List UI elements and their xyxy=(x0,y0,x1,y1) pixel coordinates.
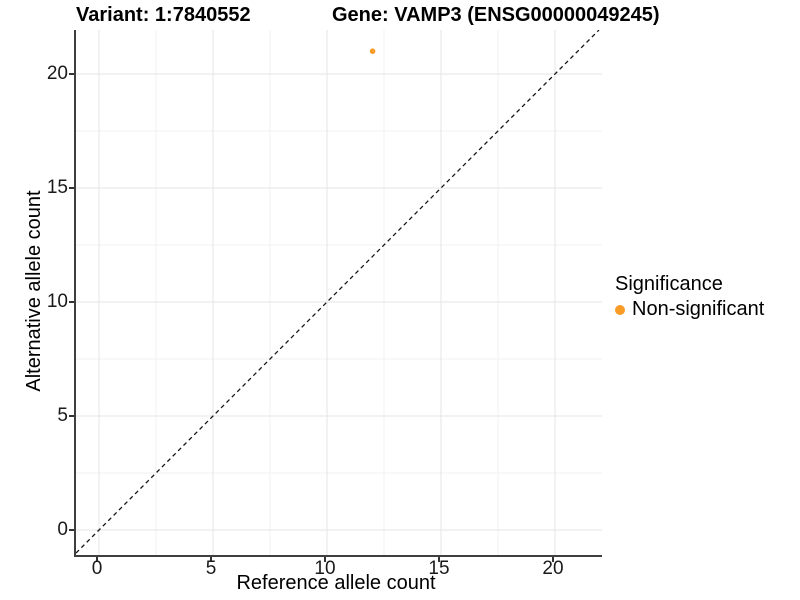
data-point xyxy=(369,48,376,54)
y-tick-mark xyxy=(69,187,74,189)
x-tick-label: 20 xyxy=(542,558,564,579)
y-tick-mark xyxy=(69,529,74,531)
x-tick-mark xyxy=(438,557,440,562)
y-tick-label: 15 xyxy=(46,177,68,198)
legend-key-dot-icon xyxy=(615,304,625,315)
x-tick-mark xyxy=(210,557,212,562)
x-axis-title: Reference allele count xyxy=(236,572,436,594)
identity-reference-line xyxy=(76,30,600,554)
x-tick-mark xyxy=(96,557,98,562)
plot-panel xyxy=(74,30,602,557)
y-tick-label: 20 xyxy=(46,63,68,84)
legend: Significance Non-significant xyxy=(615,272,764,321)
y-tick-mark xyxy=(69,73,74,75)
legend-title: Significance xyxy=(615,273,723,295)
plot-title-gene: Gene: VAMP3 (ENSG00000049245) xyxy=(332,4,660,26)
x-tick-mark xyxy=(324,557,326,562)
y-tick-label: 0 xyxy=(57,519,68,540)
legend-item-non-significant: Non-significant xyxy=(615,298,764,321)
y-tick-mark xyxy=(69,301,74,303)
legend-item-label: Non-significant xyxy=(632,298,765,320)
y-tick-label: 10 xyxy=(46,291,68,312)
plot-title-variant: Variant: 1:7840552 xyxy=(76,4,251,26)
x-tick-label: 10 xyxy=(314,558,336,579)
y-tick-label: 5 xyxy=(57,405,68,426)
x-tick-label: 15 xyxy=(428,558,450,579)
x-tick-label: 5 xyxy=(205,558,217,579)
x-tick-label: 0 xyxy=(91,558,103,579)
y-tick-mark xyxy=(69,415,74,417)
x-tick-mark xyxy=(552,557,554,562)
plot-canvas xyxy=(76,30,602,555)
